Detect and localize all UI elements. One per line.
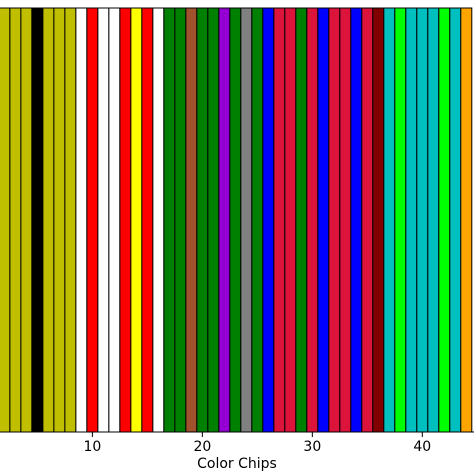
- bar: [295, 7, 308, 433]
- bar: [306, 7, 319, 433]
- bar: [97, 7, 110, 433]
- bar: [119, 7, 132, 433]
- bar: [86, 7, 99, 433]
- bar: [449, 7, 462, 433]
- bar: [75, 7, 88, 433]
- bar: [262, 7, 275, 433]
- bar: [196, 7, 209, 433]
- bar: [9, 7, 22, 433]
- bar: [152, 7, 165, 433]
- bar: [328, 7, 341, 433]
- bar: [251, 7, 264, 433]
- bar: [141, 7, 154, 433]
- bar: [416, 7, 429, 433]
- bar: [218, 7, 231, 433]
- bar: [53, 7, 66, 433]
- bar: [284, 7, 297, 433]
- x-axis-label: Color Chips: [197, 456, 277, 472]
- bar: [350, 7, 363, 433]
- bar: [394, 7, 407, 433]
- bar: [20, 7, 33, 433]
- bar: [372, 7, 385, 433]
- bar: [460, 7, 473, 433]
- bar: [163, 7, 176, 433]
- bar: [405, 7, 418, 433]
- bar: [339, 7, 352, 433]
- bar: [240, 7, 253, 433]
- x-tick-label: 20: [193, 439, 211, 455]
- bar: [438, 7, 451, 433]
- bar: [383, 7, 396, 433]
- bar: [174, 7, 187, 433]
- x-tick-label: 30: [303, 439, 321, 455]
- bar: [185, 7, 198, 433]
- bar: [31, 7, 44, 433]
- bar: [64, 7, 77, 433]
- bar: [317, 7, 330, 433]
- bar: [207, 7, 220, 433]
- bar: [427, 7, 440, 433]
- x-tick-label: 10: [83, 439, 101, 455]
- x-tick-label: 40: [413, 439, 431, 455]
- bar: [361, 7, 374, 433]
- bar: [273, 7, 286, 433]
- bar: [229, 7, 242, 433]
- bar: [108, 7, 121, 433]
- bar: [130, 7, 143, 433]
- bar: [0, 7, 11, 433]
- bar: [42, 7, 55, 433]
